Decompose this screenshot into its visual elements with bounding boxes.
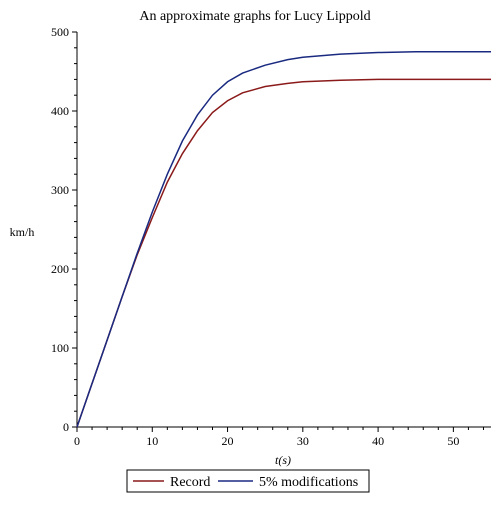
legend-label: Record [170,475,210,490]
x-tick-label: 20 [222,434,234,448]
x-tick-label: 30 [297,434,309,448]
y-tick-label: 500 [51,25,69,39]
x-tick-label: 10 [146,434,158,448]
y-axis-label: km/h [10,225,35,239]
y-tick-label: 200 [51,262,69,276]
chart-title: An approximate graphs for Lucy Lippold [139,9,370,24]
legend-label: 5% modifications [259,475,358,490]
y-tick-label: 300 [51,183,69,197]
x-tick-label: 40 [372,434,384,448]
x-tick-label: 0 [74,434,80,448]
axes: 0 100 200 300 400 500 0 10 20 30 40 50 [51,25,491,448]
x-axis-label: t(s) [275,453,291,467]
series-layer [76,51,491,428]
legend: Record 5% modifications [126,469,370,493]
x-tick-label: 50 [447,434,459,448]
y-tick-label: 0 [63,420,69,434]
y-tick-label: 400 [51,104,69,118]
y-tick-label: 100 [51,341,69,355]
series-line-5pct-modifications [76,51,491,428]
series-line-record [76,78,491,428]
